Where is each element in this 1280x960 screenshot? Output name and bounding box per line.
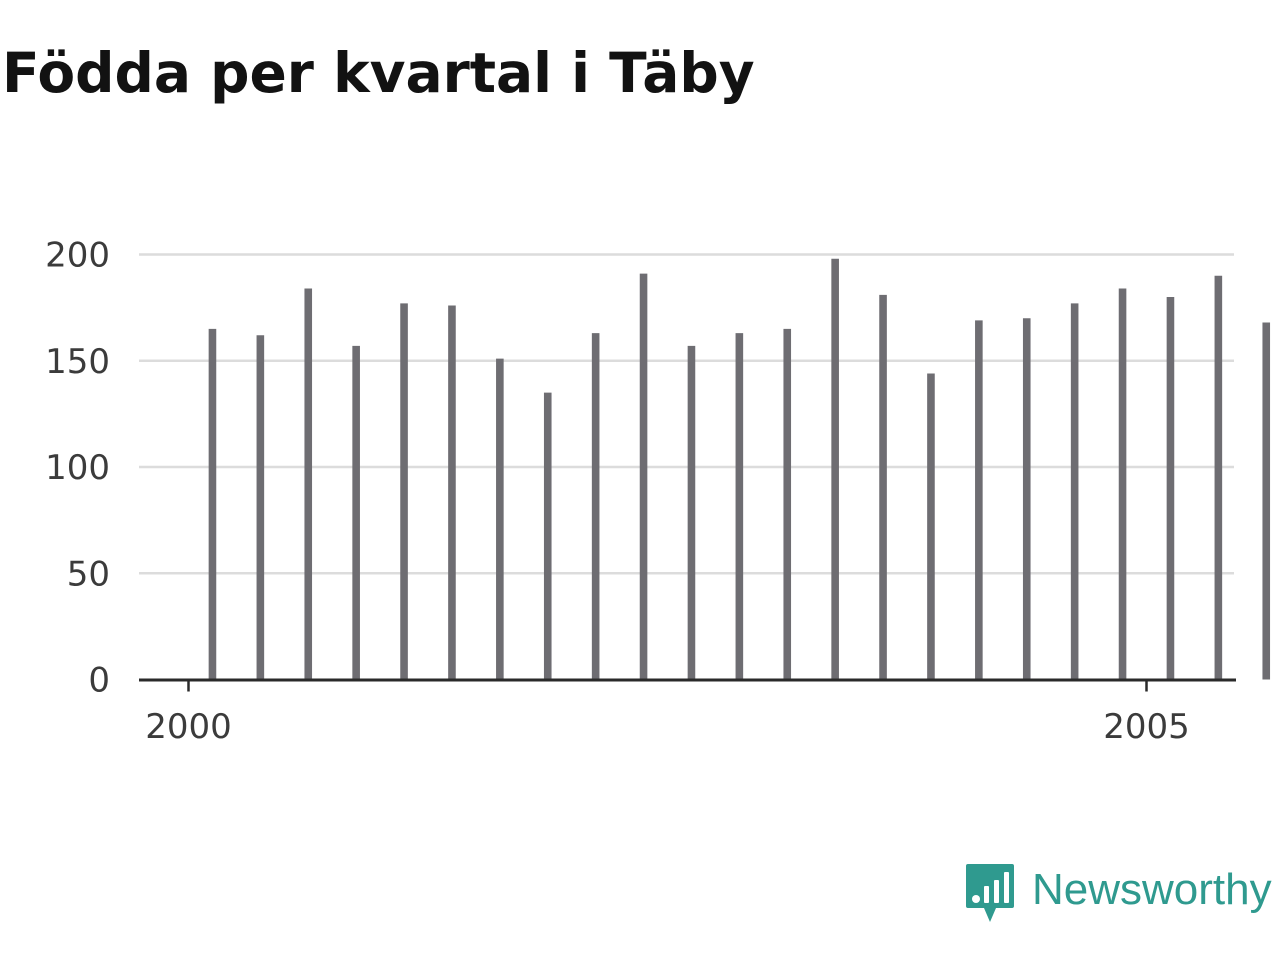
y-tick-label-100: 100 [45, 448, 110, 488]
bar-2003-q4 [927, 373, 935, 680]
bar-2000-q3 [304, 288, 313, 680]
bar-2005-q3 [1262, 322, 1271, 680]
brand: Newsworthy [964, 862, 1272, 928]
bar-2002-q2 [639, 273, 648, 680]
bar-2002-q4 [735, 333, 744, 680]
bar-2004-q4 [1118, 288, 1127, 680]
bar-2002-q1 [591, 333, 600, 680]
bar-2000-q2 [256, 335, 265, 680]
bar-2001-q1 [400, 303, 408, 680]
bar-2004-q3 [1070, 303, 1079, 680]
bar-2005-q2 [1214, 275, 1223, 680]
brand-name: Newsworthy [1032, 865, 1272, 914]
bar-2000-q1 [208, 328, 217, 680]
bar-2003-q3 [879, 294, 887, 680]
bar-2003-q2 [831, 258, 839, 680]
y-tick-label-200: 200 [45, 236, 110, 276]
newsworthy-logo-icon [966, 864, 1014, 922]
y-tick-label-0: 0 [88, 661, 110, 701]
bar-2001-q2 [448, 305, 456, 680]
gridlines [139, 253, 1234, 575]
y-tick-label-150: 150 [45, 342, 110, 382]
x-axis-ticks: 200020052010201520202025 [145, 680, 1190, 747]
y-tick-label-50: 50 [67, 554, 110, 594]
bar-2001-q4 [543, 392, 552, 680]
bar-2004-q1 [975, 320, 983, 680]
bar-2001-q3 [496, 358, 504, 680]
bar-2005-q1 [1166, 297, 1175, 680]
bars [208, 258, 1271, 680]
chart-title: Födda per kvartal i Täby [2, 41, 755, 105]
y-axis-labels: 0 50 100 150 200 [45, 236, 110, 701]
bar-2000-q4 [352, 345, 360, 680]
bar-2004-q2 [1022, 318, 1031, 680]
bar-2003-q1 [783, 328, 792, 680]
bar-2002-q3 [687, 345, 696, 680]
x-tick-label-2005: 2005 [1103, 707, 1190, 747]
x-tick-label-2000: 2000 [145, 707, 232, 747]
